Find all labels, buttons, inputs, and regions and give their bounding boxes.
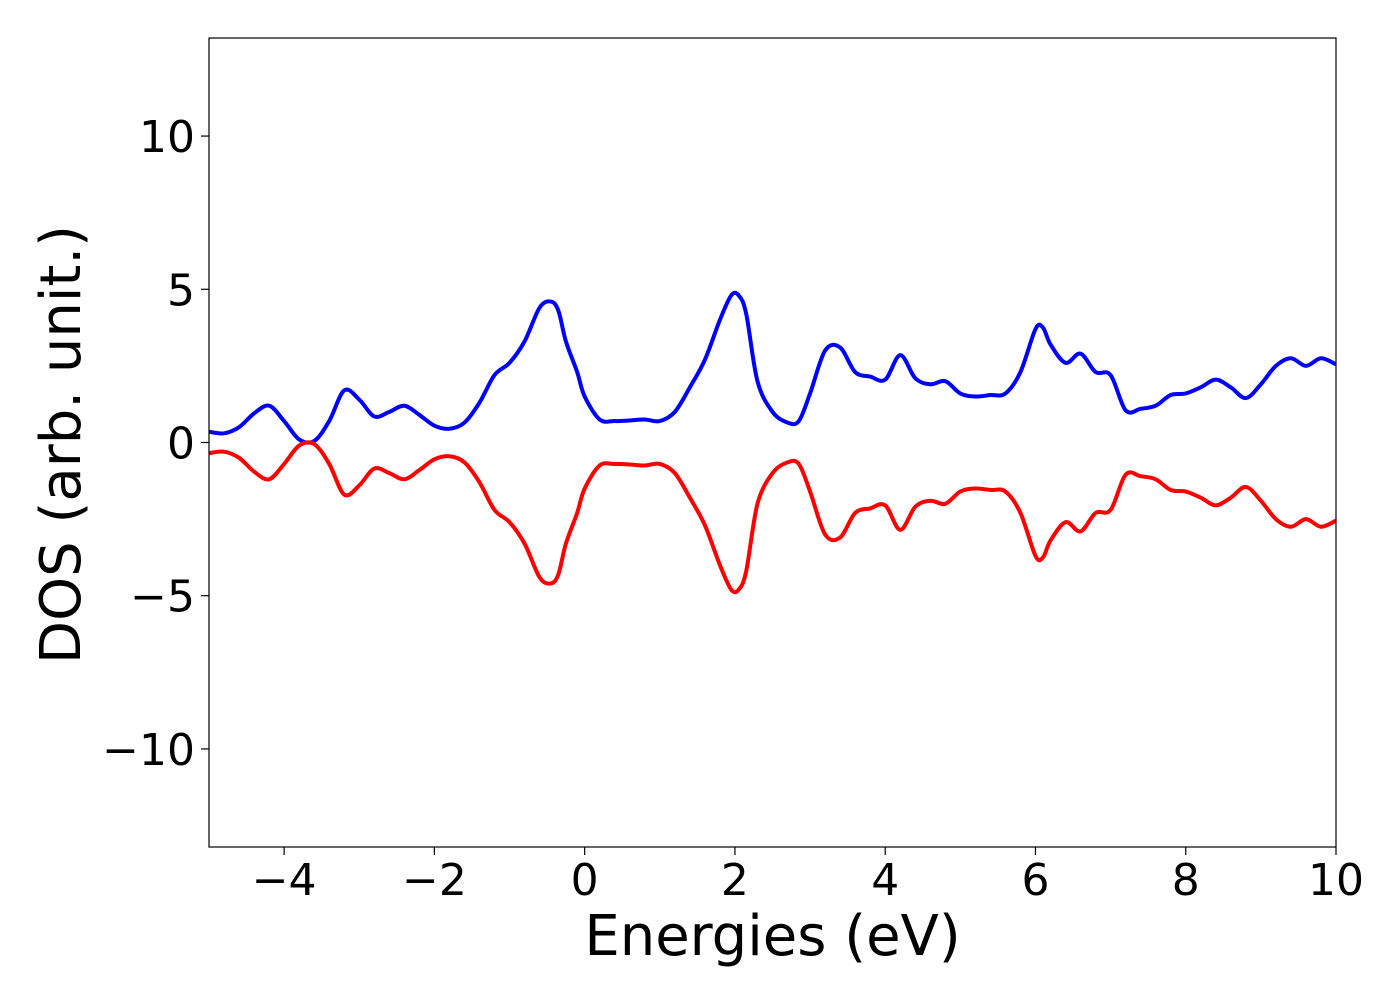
dos-spin-up-line bbox=[209, 290, 1336, 445]
x-tick-label: 0 bbox=[571, 855, 599, 906]
y-axis-label: DOS (arb. unit.) bbox=[29, 225, 94, 664]
x-tick-label: 6 bbox=[1021, 855, 1049, 906]
x-axis-ticks: −4 −2 0 2 4 6 8 10 bbox=[252, 847, 1364, 906]
y-tick-label: −10 bbox=[102, 725, 195, 776]
y-tick-label: 0 bbox=[167, 419, 195, 470]
y-tick-label: 10 bbox=[139, 112, 195, 163]
x-axis-label: Energies (eV) bbox=[584, 904, 960, 969]
x-tick-label: 4 bbox=[871, 855, 899, 906]
y-tick-label: −5 bbox=[130, 572, 195, 623]
x-tick-label: 2 bbox=[721, 855, 749, 906]
x-tick-label: −4 bbox=[252, 855, 317, 906]
x-tick-label: 10 bbox=[1308, 855, 1364, 906]
y-tick-label: 5 bbox=[167, 265, 195, 316]
y-axis-ticks: 10 5 0 −5 −10 bbox=[102, 112, 209, 776]
series-layer bbox=[209, 290, 1336, 595]
dos-spin-down-line bbox=[209, 440, 1336, 595]
x-tick-label: 8 bbox=[1172, 855, 1200, 906]
x-tick-label: −2 bbox=[402, 855, 467, 906]
plot-frame bbox=[208, 37, 1337, 848]
